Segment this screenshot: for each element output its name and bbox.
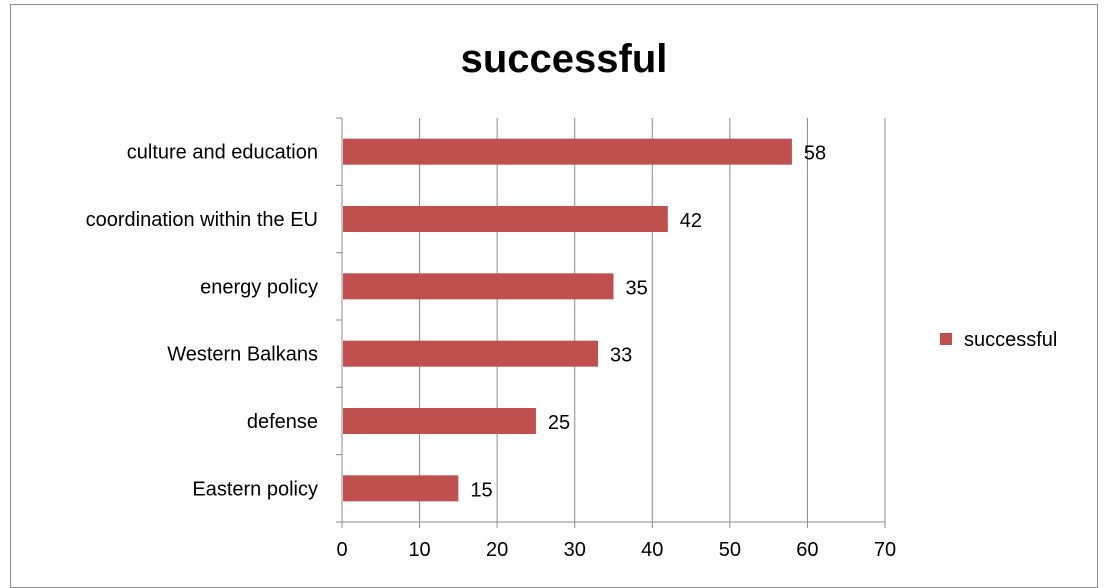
x-tick-label: 20 — [486, 539, 508, 561]
data-label: 33 — [610, 345, 632, 367]
data-label: 25 — [548, 412, 570, 434]
data-label: 58 — [804, 143, 826, 165]
x-tick-label: 70 — [874, 539, 896, 561]
x-tick-label: 30 — [564, 539, 586, 561]
x-tick-labels: 0 10 20 30 40 50 60 70 — [336, 539, 896, 561]
data-label: 15 — [470, 479, 492, 501]
bar — [343, 340, 598, 367]
category-label: Western Balkans — [167, 344, 318, 366]
bar — [343, 206, 668, 232]
category-label: culture and education — [127, 142, 318, 164]
data-label: 35 — [626, 277, 648, 299]
bar — [343, 408, 536, 434]
bars — [343, 138, 792, 502]
legend-swatch — [940, 333, 952, 345]
x-tick-label: 50 — [719, 539, 741, 561]
x-tick-label: 40 — [641, 539, 663, 561]
bar — [343, 475, 459, 502]
legend: successful — [940, 329, 1057, 351]
category-labels: culture and education coordination within… — [86, 142, 318, 501]
x-tick-label: 60 — [796, 539, 818, 561]
category-label: Eastern policy — [192, 478, 318, 500]
category-label: coordination within the EU — [86, 209, 318, 231]
x-tick-label: 10 — [408, 539, 430, 561]
x-tick-label: 0 — [336, 539, 347, 561]
data-labels: 58 42 35 33 25 15 — [470, 143, 826, 502]
legend-label: successful — [964, 329, 1057, 351]
gridlines — [341, 118, 886, 528]
data-label: 42 — [680, 210, 702, 232]
category-label: defense — [247, 411, 318, 433]
category-label: energy policy — [200, 276, 318, 298]
chart-title: successful — [461, 37, 668, 81]
bar — [343, 138, 792, 165]
bar — [343, 273, 614, 300]
axes — [336, 117, 885, 523]
